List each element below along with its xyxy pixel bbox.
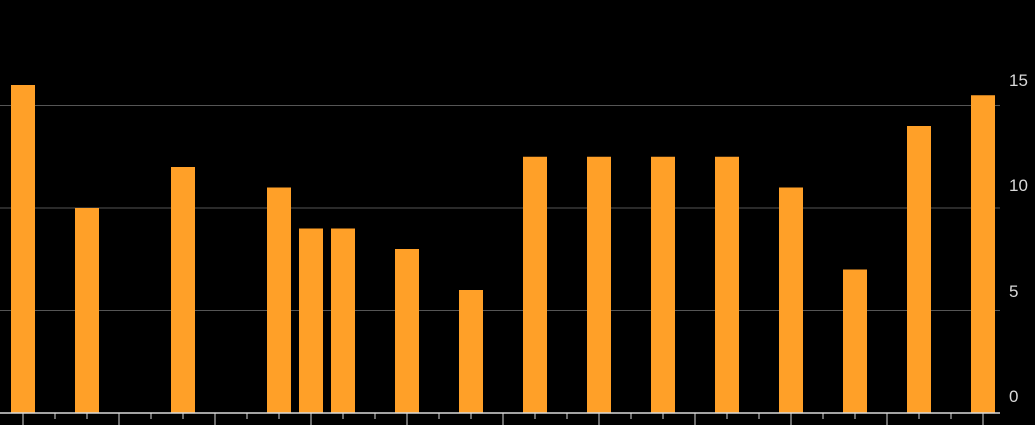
x-axis: [0, 412, 1000, 425]
bar-8: [267, 187, 291, 413]
bar-16: [523, 156, 547, 413]
gridlines: [0, 105, 1000, 311]
bar-0: [11, 85, 35, 413]
bar-10: [331, 228, 355, 413]
bar-5: [171, 167, 195, 413]
bars: [11, 85, 995, 413]
bar-20: [651, 156, 675, 413]
bar-12: [395, 249, 419, 413]
y-tick-label-10: 10: [1009, 176, 1028, 195]
bar-22: [715, 156, 739, 413]
bar-24: [779, 187, 803, 413]
y-tick-label-15: 15: [1009, 71, 1028, 90]
bar-26: [843, 269, 867, 413]
y-axis: 0 5 10 15: [1009, 71, 1028, 406]
bar-14: [459, 290, 483, 413]
bar-28: [907, 126, 931, 413]
y-tick-label-0: 0: [1009, 387, 1018, 406]
bar-9: [299, 228, 323, 413]
bar-18: [587, 156, 611, 413]
y-tick-label-5: 5: [1009, 282, 1018, 301]
bar-2: [75, 208, 99, 413]
bar-30: [971, 95, 995, 413]
